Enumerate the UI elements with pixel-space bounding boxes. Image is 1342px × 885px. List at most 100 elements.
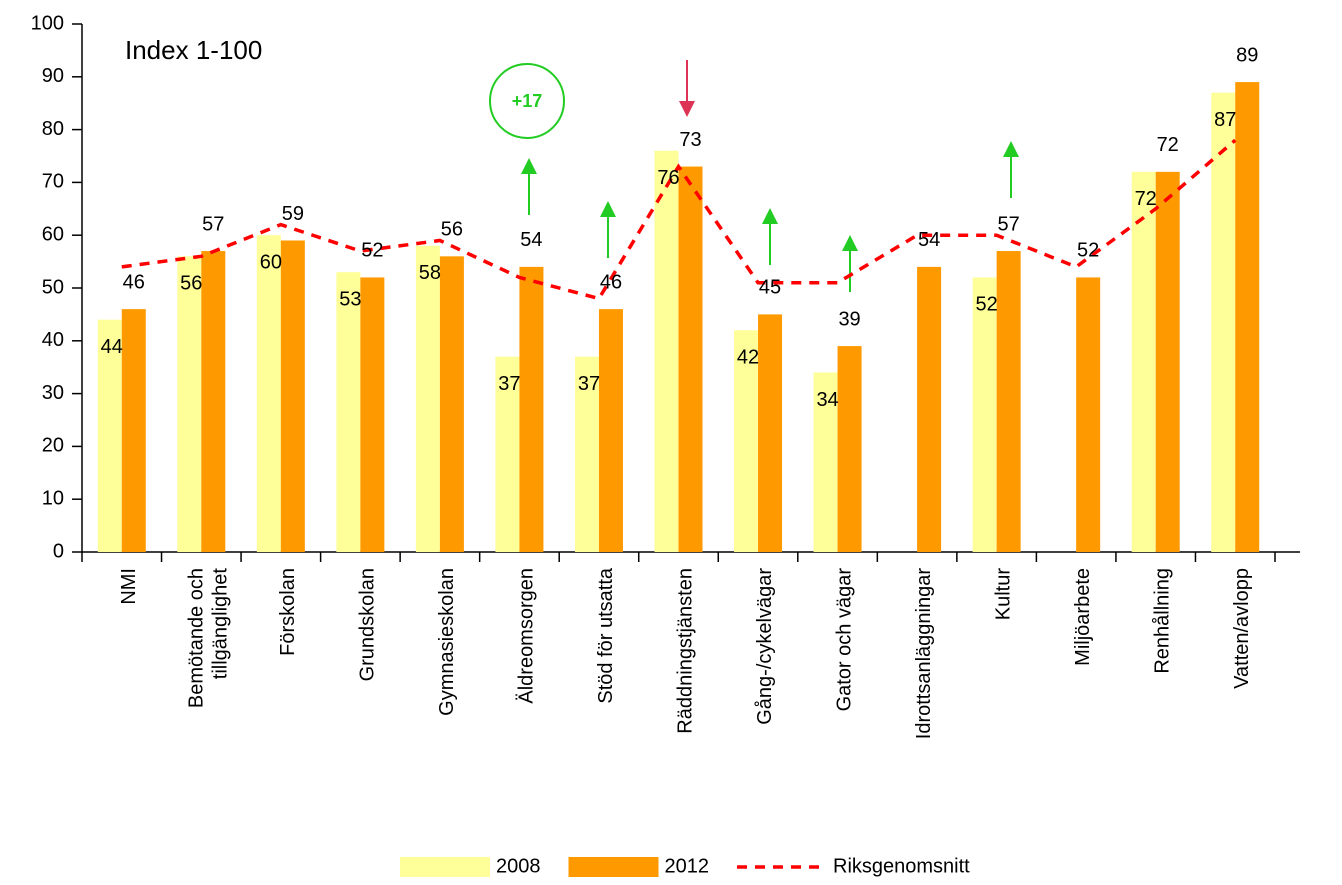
x-tick-label-line: Förskolan — [277, 568, 299, 656]
data-label: 42 — [737, 347, 759, 369]
data-label: 52 — [361, 240, 383, 262]
x-tick-label-line: tillgänglighet — [210, 568, 232, 680]
arrow-head — [1003, 141, 1019, 157]
data-label: 89 — [1236, 44, 1258, 66]
y-tick-label: 50 — [42, 276, 64, 298]
x-tick-label-line: Gång-/cykelvägar — [754, 568, 776, 725]
y-tick-label: 80 — [42, 118, 64, 140]
x-tick-label: Gång-/cykelvägar — [754, 568, 776, 725]
bar — [97, 319, 122, 552]
x-tick-label: Gymnasieskolan — [436, 568, 458, 716]
x-tick-label-line: Äldreomsorgen — [516, 568, 538, 704]
y-tick-label: 10 — [42, 487, 64, 509]
bar — [734, 330, 759, 552]
data-label: 56 — [180, 273, 202, 295]
bar — [177, 256, 202, 552]
legend-label: 2012 — [665, 855, 710, 877]
x-tick-label: Räddningstjänsten — [675, 568, 697, 734]
x-tick-label-line: NMI — [118, 568, 140, 605]
data-label: 44 — [101, 336, 123, 358]
data-label: 57 — [202, 213, 224, 235]
annotation: +17 — [512, 91, 543, 111]
data-label: 56 — [441, 219, 463, 241]
x-tick-label-line: Gymnasieskolan — [436, 568, 458, 716]
x-tick-label: Äldreomsorgen — [516, 568, 538, 704]
data-label: 87 — [1214, 109, 1236, 131]
x-tick-label: Miljöarbete — [1072, 568, 1094, 666]
x-tick-label: Förskolan — [277, 568, 299, 656]
x-tick-label-line: Bemötande och — [186, 568, 208, 708]
data-label: 60 — [260, 251, 282, 273]
x-tick-label-line: Vatten/avlopp — [1232, 568, 1254, 689]
bar — [917, 266, 942, 552]
bar — [280, 240, 305, 553]
chart-label: Index 1-100 — [125, 35, 262, 65]
y-tick-label: 90 — [42, 65, 64, 87]
arrow-head — [842, 235, 858, 251]
bar — [678, 166, 703, 552]
data-label: 57 — [998, 213, 1020, 235]
x-tick-label-line: Gator och vägar — [834, 568, 856, 712]
data-label: 37 — [498, 373, 520, 395]
bar — [439, 256, 464, 552]
legend-swatch — [400, 857, 490, 877]
data-label: 54 — [520, 229, 542, 251]
data-label: 52 — [976, 294, 998, 316]
y-tick-label: 60 — [42, 223, 64, 245]
data-label: 45 — [759, 277, 781, 299]
data-label: 53 — [339, 288, 361, 310]
y-tick-label: 70 — [42, 171, 64, 193]
x-tick-label: Vatten/avlopp — [1232, 568, 1254, 689]
line — [121, 138, 1237, 301]
y-tick-label: 100 — [31, 12, 64, 34]
highlight-circle — [489, 63, 565, 139]
data-label: 46 — [600, 271, 622, 293]
bar — [336, 272, 361, 552]
x-tick-label: Idrottsanläggningar — [913, 568, 935, 740]
bar — [519, 266, 544, 552]
arrow-head — [762, 208, 778, 224]
arrow-head — [600, 201, 616, 217]
legend-label: 2008 — [496, 855, 541, 877]
data-label: 39 — [838, 308, 860, 330]
x-tick-label-line: Grundskolan — [357, 568, 379, 681]
data-label: 46 — [123, 271, 145, 293]
y-tick-label: 20 — [42, 435, 64, 457]
bar — [1155, 171, 1180, 552]
bar — [1076, 277, 1101, 552]
arrow-head — [679, 101, 695, 117]
data-label: 52 — [1077, 240, 1099, 262]
data-label: 76 — [657, 167, 679, 189]
bar — [415, 245, 440, 552]
bar — [495, 356, 520, 552]
x-tick-label: Kultur — [993, 568, 1015, 621]
data-label: 59 — [282, 203, 304, 225]
x-tick-label-line: Kultur — [993, 568, 1015, 621]
legend-swatch — [568, 857, 659, 877]
bar — [813, 372, 838, 552]
x-tick-label: NMI — [118, 568, 140, 605]
bar — [972, 277, 997, 552]
y-tick-label: 40 — [42, 329, 64, 351]
y-tick-label: 0 — [53, 540, 64, 562]
data-label: 54 — [918, 229, 940, 251]
bar — [574, 356, 599, 552]
x-tick-label-line: Miljöarbete — [1072, 568, 1094, 666]
arrow-head — [521, 158, 537, 174]
x-tick-label-line: Idrottsanläggningar — [913, 568, 935, 740]
y-tick-label: 30 — [42, 382, 64, 404]
bar — [837, 346, 862, 552]
x-tick-label-line: Räddningstjänsten — [675, 568, 697, 734]
data-label: 72 — [1135, 188, 1157, 210]
data-label: 37 — [578, 373, 600, 395]
x-tick-label-line: Renhållning — [1152, 568, 1174, 674]
x-tick-label: Bemötande och tillgänglighet — [186, 568, 232, 709]
bar — [654, 150, 679, 552]
bar — [1235, 82, 1260, 552]
data-label: 73 — [679, 129, 701, 151]
arrows — [521, 60, 1019, 292]
data-label: 34 — [816, 389, 838, 411]
bar — [1211, 92, 1236, 552]
bar — [1131, 171, 1156, 552]
